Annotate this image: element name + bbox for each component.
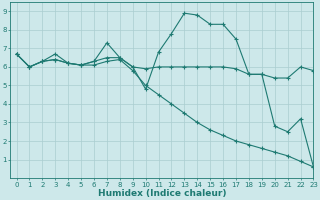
X-axis label: Humidex (Indice chaleur): Humidex (Indice chaleur) bbox=[98, 189, 226, 198]
